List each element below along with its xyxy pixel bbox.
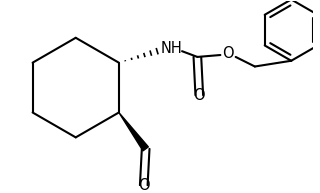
Polygon shape — [119, 113, 148, 151]
Text: O: O — [138, 178, 149, 193]
Text: O: O — [194, 88, 205, 103]
Text: O: O — [222, 46, 234, 61]
Text: NH: NH — [161, 41, 183, 56]
